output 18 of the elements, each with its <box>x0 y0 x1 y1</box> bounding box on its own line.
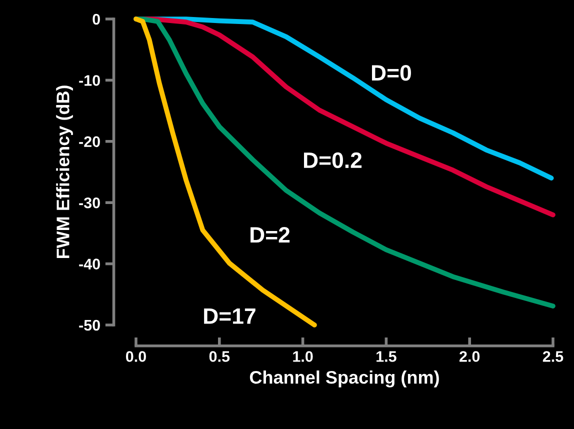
y-tick-label: -20 <box>79 136 100 148</box>
x-tick-label: 0.0 <box>126 351 146 362</box>
y-tick-label: -40 <box>79 258 100 270</box>
series-label: D=2 <box>250 226 290 243</box>
series-label: D=0 <box>372 65 411 81</box>
x-tick-label: 2.0 <box>460 351 480 362</box>
y-tick-label: -30 <box>79 197 100 208</box>
y-tick-label: 0 <box>92 14 100 25</box>
x-tick-label: 1.0 <box>293 351 313 362</box>
y-tick-label: -10 <box>79 75 100 86</box>
x-tick-label: 0.5 <box>209 351 230 362</box>
y-tick-label: -50 <box>79 320 100 331</box>
series-label: D=17 <box>204 308 256 324</box>
x-tick-label: 1.5 <box>376 351 396 362</box>
x-axis-title: Channel Spacing (nm) <box>250 370 439 388</box>
series-label: D=0.2 <box>304 152 362 168</box>
y-axis-title: FWM Efficiency (dB) <box>56 86 73 258</box>
x-tick-label: 2.5 <box>542 351 564 362</box>
